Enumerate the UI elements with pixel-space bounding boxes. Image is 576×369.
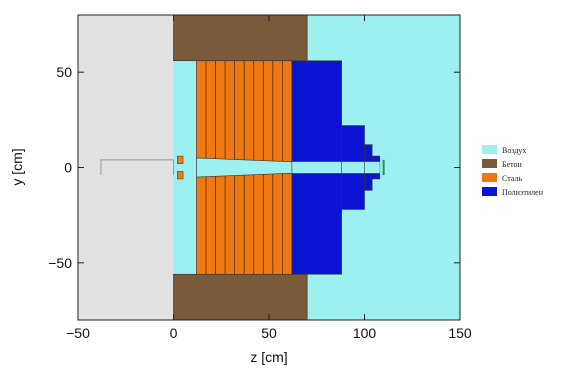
x-tick-label: 150 — [448, 325, 472, 341]
exit-marker — [382, 159, 385, 176]
x-tick-label: 0 — [170, 325, 178, 341]
axis-ticks: −50 0 50 100 150 −50 0 50 — [48, 15, 472, 341]
plot-area — [78, 15, 460, 320]
beam-line — [100, 159, 174, 176]
legend-swatch-steel — [482, 173, 497, 182]
legend: Воздух Бетон Сталь Полиэтилен — [482, 145, 544, 197]
x-axis-title: z [cm] — [250, 349, 287, 365]
region-concrete — [173, 15, 308, 62]
legend-swatch-polyethylene — [482, 187, 497, 196]
region-concrete — [173, 273, 308, 320]
y-axis-title: y [cm] — [9, 148, 25, 185]
y-tick-label: 50 — [56, 64, 72, 80]
legend-label-concrete: Бетон — [502, 160, 523, 169]
x-tick-label: −50 — [66, 325, 90, 341]
legend-swatch-concrete — [482, 159, 497, 168]
x-tick-label: 100 — [353, 325, 377, 341]
source-mark — [177, 171, 184, 180]
y-tick-label: 0 — [64, 160, 72, 176]
y-tick-label: −50 — [48, 255, 72, 271]
source-mark — [177, 155, 184, 164]
legend-label-polyethylene: Полиэтилен — [502, 188, 544, 197]
legend-label-air: Воздух — [502, 146, 526, 155]
cone-channel — [196, 157, 293, 178]
legend-label-steel: Сталь — [502, 174, 522, 183]
x-tick-label: 50 — [261, 325, 277, 341]
region-air — [291, 161, 380, 174]
region-void — [78, 15, 174, 320]
legend-swatch-air — [482, 145, 497, 154]
